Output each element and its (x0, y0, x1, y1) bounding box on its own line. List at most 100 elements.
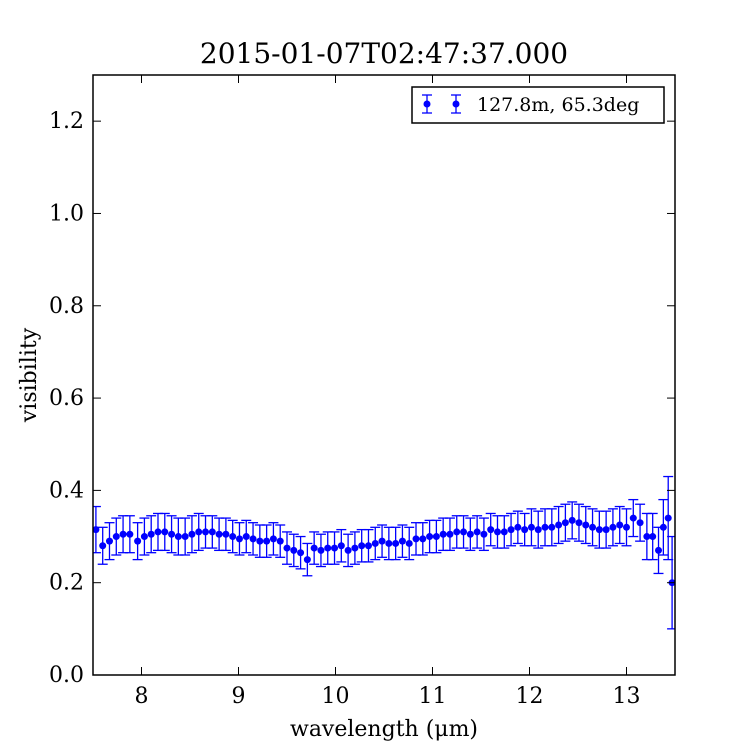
data-point (229, 533, 237, 541)
data-point (480, 530, 488, 538)
data-point (659, 523, 667, 531)
data-point (460, 528, 468, 536)
data-point (446, 530, 454, 538)
data-point (290, 546, 298, 554)
data-point (303, 556, 311, 564)
data-point (412, 535, 420, 543)
data-point (507, 526, 515, 534)
data-point (364, 542, 372, 550)
data-point (473, 528, 481, 536)
data-point (324, 544, 332, 552)
data-point (392, 539, 400, 547)
y-tick-label: 0.6 (49, 386, 84, 411)
data-point (269, 535, 277, 543)
data-point (655, 546, 663, 554)
x-tick-label: 8 (135, 684, 149, 709)
data-point (487, 526, 495, 534)
data-point (636, 519, 644, 527)
y-tick-label: 0.8 (49, 294, 84, 319)
data-point (493, 528, 501, 536)
data-point (337, 542, 345, 550)
data-point (161, 528, 169, 536)
data-point (188, 530, 196, 538)
data-point (154, 528, 162, 536)
data-point (616, 521, 624, 529)
x-tick-label: 11 (419, 684, 447, 709)
data-point (555, 521, 563, 529)
data-point (561, 519, 569, 527)
y-tick-label: 0.0 (49, 663, 84, 688)
data-point (208, 528, 216, 536)
data-point (222, 530, 230, 538)
data-point (582, 521, 590, 529)
data-point (405, 539, 413, 547)
data-point (500, 528, 508, 536)
data-point (140, 533, 148, 541)
data-point (439, 530, 447, 538)
legend-label: 127.8m, 65.3deg (477, 94, 639, 116)
data-point (134, 537, 142, 545)
data-point (623, 523, 630, 531)
data-point (112, 533, 120, 541)
series-points (93, 475, 675, 630)
y-tick-label: 1.2 (49, 109, 84, 134)
data-point (419, 535, 427, 543)
data-point (99, 542, 107, 550)
data-point (331, 544, 339, 552)
data-point (310, 544, 318, 552)
data-point (283, 544, 291, 552)
data-point (147, 530, 155, 538)
data-point (453, 528, 461, 536)
y-axis: 0.0 0.2 0.4 0.6 0.8 1.0 1.2 (49, 109, 675, 688)
data-point (609, 523, 617, 531)
data-point (629, 514, 637, 522)
data-point (276, 537, 284, 545)
x-tick-label: 13 (613, 684, 641, 709)
x-tick-label: 10 (322, 684, 350, 709)
data-point (378, 537, 386, 545)
data-point (202, 528, 210, 536)
x-tick-label: 12 (516, 684, 544, 709)
data-point (575, 519, 583, 527)
data-point (548, 523, 556, 531)
data-point (589, 523, 597, 531)
data-point (358, 542, 366, 550)
y-tick-label: 0.4 (49, 478, 84, 503)
data-point (432, 533, 440, 541)
data-point (126, 530, 134, 538)
data-point (385, 539, 393, 547)
plot-area (93, 475, 675, 630)
data-point (602, 526, 610, 534)
data-point (256, 537, 264, 545)
data-point (263, 537, 271, 545)
data-point (317, 546, 325, 554)
data-point (174, 533, 182, 541)
legend-marker-icon (422, 94, 461, 114)
data-point (527, 523, 535, 531)
data-point (215, 530, 223, 538)
data-point (398, 537, 406, 545)
legend: 127.8m, 65.3deg (411, 86, 665, 124)
y-axis-label: visibility (17, 327, 42, 423)
x-axis: 8 9 10 11 12 13 (135, 75, 641, 709)
data-point (541, 523, 549, 531)
data-point (514, 523, 522, 531)
data-point (249, 535, 257, 543)
data-point (595, 526, 603, 534)
data-point (351, 544, 359, 552)
chart-title: 2015-01-07T02:47:37.000 (200, 37, 568, 70)
data-point (195, 528, 203, 536)
data-point (521, 526, 529, 534)
data-point (371, 539, 379, 547)
x-axis-label: wavelength (μm) (290, 717, 478, 742)
data-point (242, 533, 250, 541)
data-point (664, 514, 672, 522)
data-point (643, 533, 651, 541)
data-point (105, 537, 113, 545)
x-tick-label: 9 (232, 684, 246, 709)
plot-frame (92, 74, 676, 676)
data-point (168, 530, 176, 538)
data-point (568, 516, 576, 524)
y-tick-label: 0.2 (49, 571, 84, 596)
